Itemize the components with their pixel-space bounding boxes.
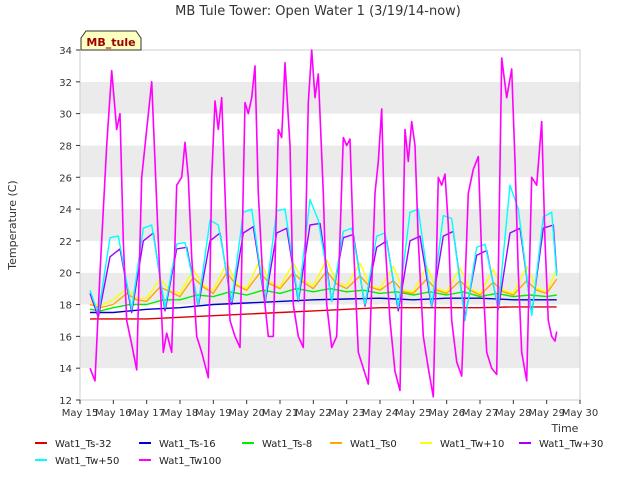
- legend-label-wat1-tw-10: Wat1_Tw+10: [440, 439, 504, 450]
- grid-band: [80, 81, 580, 114]
- series-line-wat1-ts-32: [90, 306, 557, 320]
- x-tick-label: May 20: [228, 408, 265, 419]
- legend-label-wat1-ts0: Wat1_Ts0: [350, 439, 397, 450]
- chart-title: MB Tule Tower: Open Water 1 (3/19/14-now…: [175, 4, 461, 19]
- plot-background-bands: [80, 50, 580, 400]
- x-tick-label: May 22: [295, 408, 332, 419]
- grid-band: [80, 145, 580, 178]
- grid-band: [80, 50, 580, 82]
- series-line-wat1-tw-10: [89, 259, 558, 307]
- grid-band: [80, 336, 580, 369]
- legend-label-wat1-ts-8: Wat1_Ts-8: [262, 439, 312, 450]
- y-tick-label: 24: [59, 205, 72, 216]
- legend-label-wat1-ts-16: Wat1_Ts-16: [159, 439, 216, 450]
- x-tick-label: May 19: [195, 408, 232, 419]
- x-tick-label: May 17: [128, 408, 165, 419]
- series-line-wat1-tw100: [89, 49, 558, 398]
- grid-band: [80, 113, 580, 146]
- y-tick-label: 22: [59, 237, 72, 248]
- y-tick-label: 28: [59, 141, 72, 152]
- grid-band: [80, 209, 580, 241]
- station-label: MB_tule: [86, 36, 135, 49]
- y-axis-label: Temperature (C): [6, 180, 19, 270]
- y-tick-label: 16: [59, 332, 72, 343]
- y-tick-label: 18: [59, 301, 72, 312]
- x-tick-label: May 21: [262, 408, 299, 419]
- y-tick-label: 26: [59, 173, 72, 184]
- x-tick-label: May 16: [95, 408, 132, 419]
- series-lines: [89, 49, 558, 398]
- x-tick-label: May 15: [62, 408, 99, 419]
- legend: Wat1_Ts-32 Wat1_Ts-16 Wat1_Ts-8 Wat1_Ts0 Wat…: [35, 439, 603, 467]
- station-label-box: MB_tule: [80, 30, 142, 51]
- grid-band: [80, 177, 580, 210]
- y-tick-label: 20: [59, 269, 72, 280]
- legend-label-wat1-tw-50: Wat1_Tw+50: [55, 456, 119, 467]
- x-tick-label: May 27: [462, 408, 499, 419]
- plot-frame: [79, 49, 581, 401]
- grid-band: [80, 368, 580, 400]
- y-tick-label: 14: [59, 364, 72, 375]
- x-tick-label: May 18: [162, 408, 199, 419]
- x-tick-label: May 29: [528, 408, 565, 419]
- x-tick-label: May 24: [362, 408, 399, 419]
- x-tick-label: May 30: [562, 408, 599, 419]
- legend-label-wat1-tw100: Wat1_Tw100: [159, 456, 221, 467]
- legend-label-wat1-ts-32: Wat1_Ts-32: [55, 439, 112, 450]
- x-tick-label: May 26: [428, 408, 465, 419]
- y-tick-label: 30: [59, 110, 72, 121]
- y-axis-ticks: 12 14 16 18 20 22 24 26 28 30 32 34: [59, 46, 80, 407]
- x-axis-label: Time: [551, 422, 579, 435]
- x-tick-label: May 28: [495, 408, 532, 419]
- x-tick-label: May 23: [328, 408, 365, 419]
- y-tick-label: 34: [59, 46, 72, 57]
- x-tick-label: May 25: [395, 408, 432, 419]
- y-tick-label: 12: [59, 396, 72, 407]
- y-tick-label: 32: [59, 78, 72, 89]
- legend-label-wat1-tw-30: Wat1_Tw+30: [539, 439, 603, 450]
